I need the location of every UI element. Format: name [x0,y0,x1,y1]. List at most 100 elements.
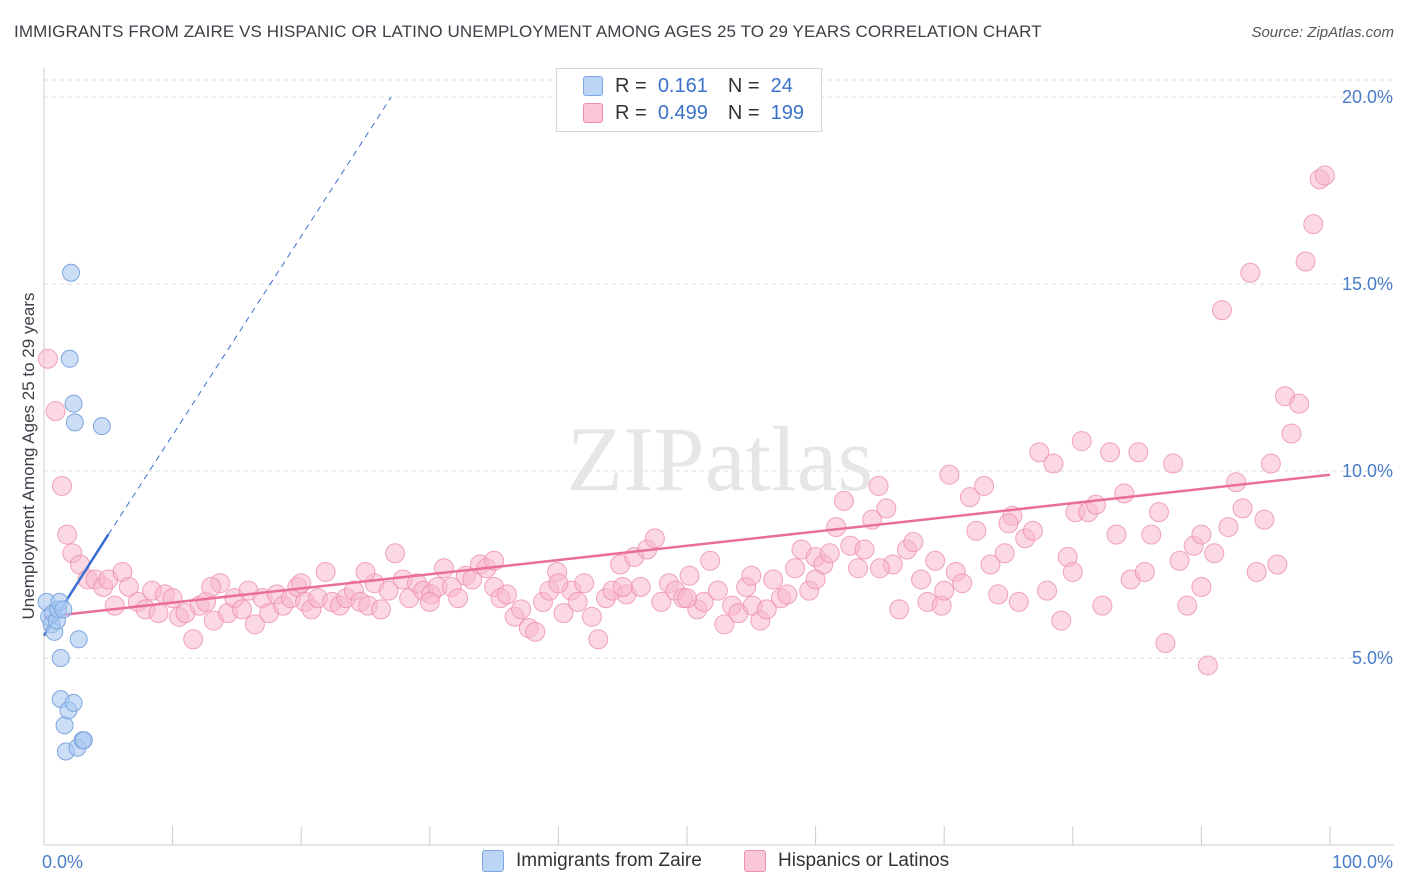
point-hispanics [1289,393,1310,414]
point-hispanics [1267,554,1288,575]
legend-row-hispanics: R = 0.499 N = 199 [583,100,804,126]
point-hispanics [1232,498,1253,519]
point-hispanics [974,475,995,496]
point-hispanics [370,599,391,620]
point-hispanics [911,569,932,590]
point-hispanics [868,475,889,496]
point-hispanics [553,603,574,624]
point-hispanics [1148,502,1169,523]
r-label: R = [615,101,647,124]
point-hispanics [1092,595,1113,616]
legend-item-zaire[interactable]: Immigrants from Zaire [482,850,702,872]
legend-label: Hispanics or Latinos [778,850,950,871]
point-hispanics [854,539,875,560]
point-hispanics [511,599,532,620]
point-hispanics [1218,517,1239,538]
point-hispanics [1114,483,1135,504]
point-hispanics [959,487,980,508]
point-hispanics [574,573,595,594]
point-hispanics [1134,561,1155,582]
point-hispanics [148,603,169,624]
y-tick-label: 10.0% [1342,461,1393,481]
point-zaire [62,263,81,282]
point-zaire [51,649,70,667]
watermark: ZIPatlas [567,408,874,510]
point-hispanics [677,588,697,609]
trend-lines [42,96,1331,637]
point-zaire [64,693,83,712]
point-hispanics [819,543,840,564]
point-hispanics [52,475,73,496]
point-zaire [64,394,83,413]
point-hispanics [848,558,869,579]
point-hispanics [714,614,735,635]
chart-title: IMMIGRANTS FROM ZAIRE VS HISPANIC OR LAT… [14,22,1042,41]
legend-item-hispanics[interactable]: Hispanics or Latinos [744,850,949,872]
point-hispanics [232,599,253,620]
point-hispanics [244,614,265,635]
point-zaire [54,600,73,619]
gridlines [44,79,1394,659]
axes [43,68,1394,846]
y-tick-label: 15.0% [1342,274,1393,294]
trend-line-hispanics [43,473,1331,619]
point-hispanics [1043,453,1064,474]
n-value: 24 [770,74,793,97]
point-hispanics [1281,423,1302,444]
r-label: R = [615,74,647,97]
point-hispanics [988,584,1009,605]
point-hispanics [952,573,973,594]
tick-labels: 5.0% 10.0% 15.0% 20.0% 0.0% 100.0% [42,87,1393,872]
correlation-legend: R = 0.161 N = 24 R = 0.499 N = 199 [556,68,822,132]
point-hispanics [1246,561,1267,582]
point-hispanics [876,498,897,519]
point-hispanics [588,629,609,650]
point-hispanics [201,576,222,597]
point-hispanics [448,588,469,609]
point-hispanics [612,576,633,597]
n-label: N = [727,101,760,124]
point-hispanics [45,401,66,422]
point-hispanics [419,591,440,612]
point-hispanics [934,580,955,601]
swatch-blue [482,850,504,872]
swatch-blue [583,76,603,96]
point-hispanics [1169,550,1190,571]
point-hispanics [581,606,602,627]
point-hispanics [433,558,454,579]
point-hispanics [1155,633,1176,654]
point-hispanics [966,520,987,541]
point-hispanics [1254,509,1275,530]
point-hispanics [630,576,651,597]
point-hispanics [756,599,777,620]
point-hispanics [548,573,569,594]
point-hispanics [1100,442,1121,463]
n-value: 199 [770,101,804,124]
x-tick-label: 100.0% [1332,852,1393,872]
point-hispanics [385,543,406,564]
legend-label: Immigrants from Zaire [516,850,702,871]
point-hispanics [1106,524,1127,545]
point-hispanics [925,550,946,571]
x-tick-label: 0.0% [42,852,83,872]
legend-row-zaire: R = 0.161 N = 24 [583,73,793,99]
point-hispanics [118,576,139,597]
point-hispanics [833,490,854,511]
point-hispanics [763,569,784,590]
point-zaire [55,716,74,735]
point-hispanics [1051,610,1072,631]
point-hispanics [939,464,960,485]
point-hispanics [1226,472,1247,493]
y-tick-label: 5.0% [1352,648,1393,668]
point-hispanics [777,584,798,605]
swatch-pink [744,850,766,872]
point-hispanics [1314,165,1335,186]
point-hispanics [315,561,336,582]
point-hispanics [1062,561,1083,582]
swatch-pink [583,103,603,123]
point-hispanics [104,595,125,616]
point-hispanics [785,558,806,579]
point-hispanics [1008,591,1029,612]
point-hispanics [525,621,546,642]
